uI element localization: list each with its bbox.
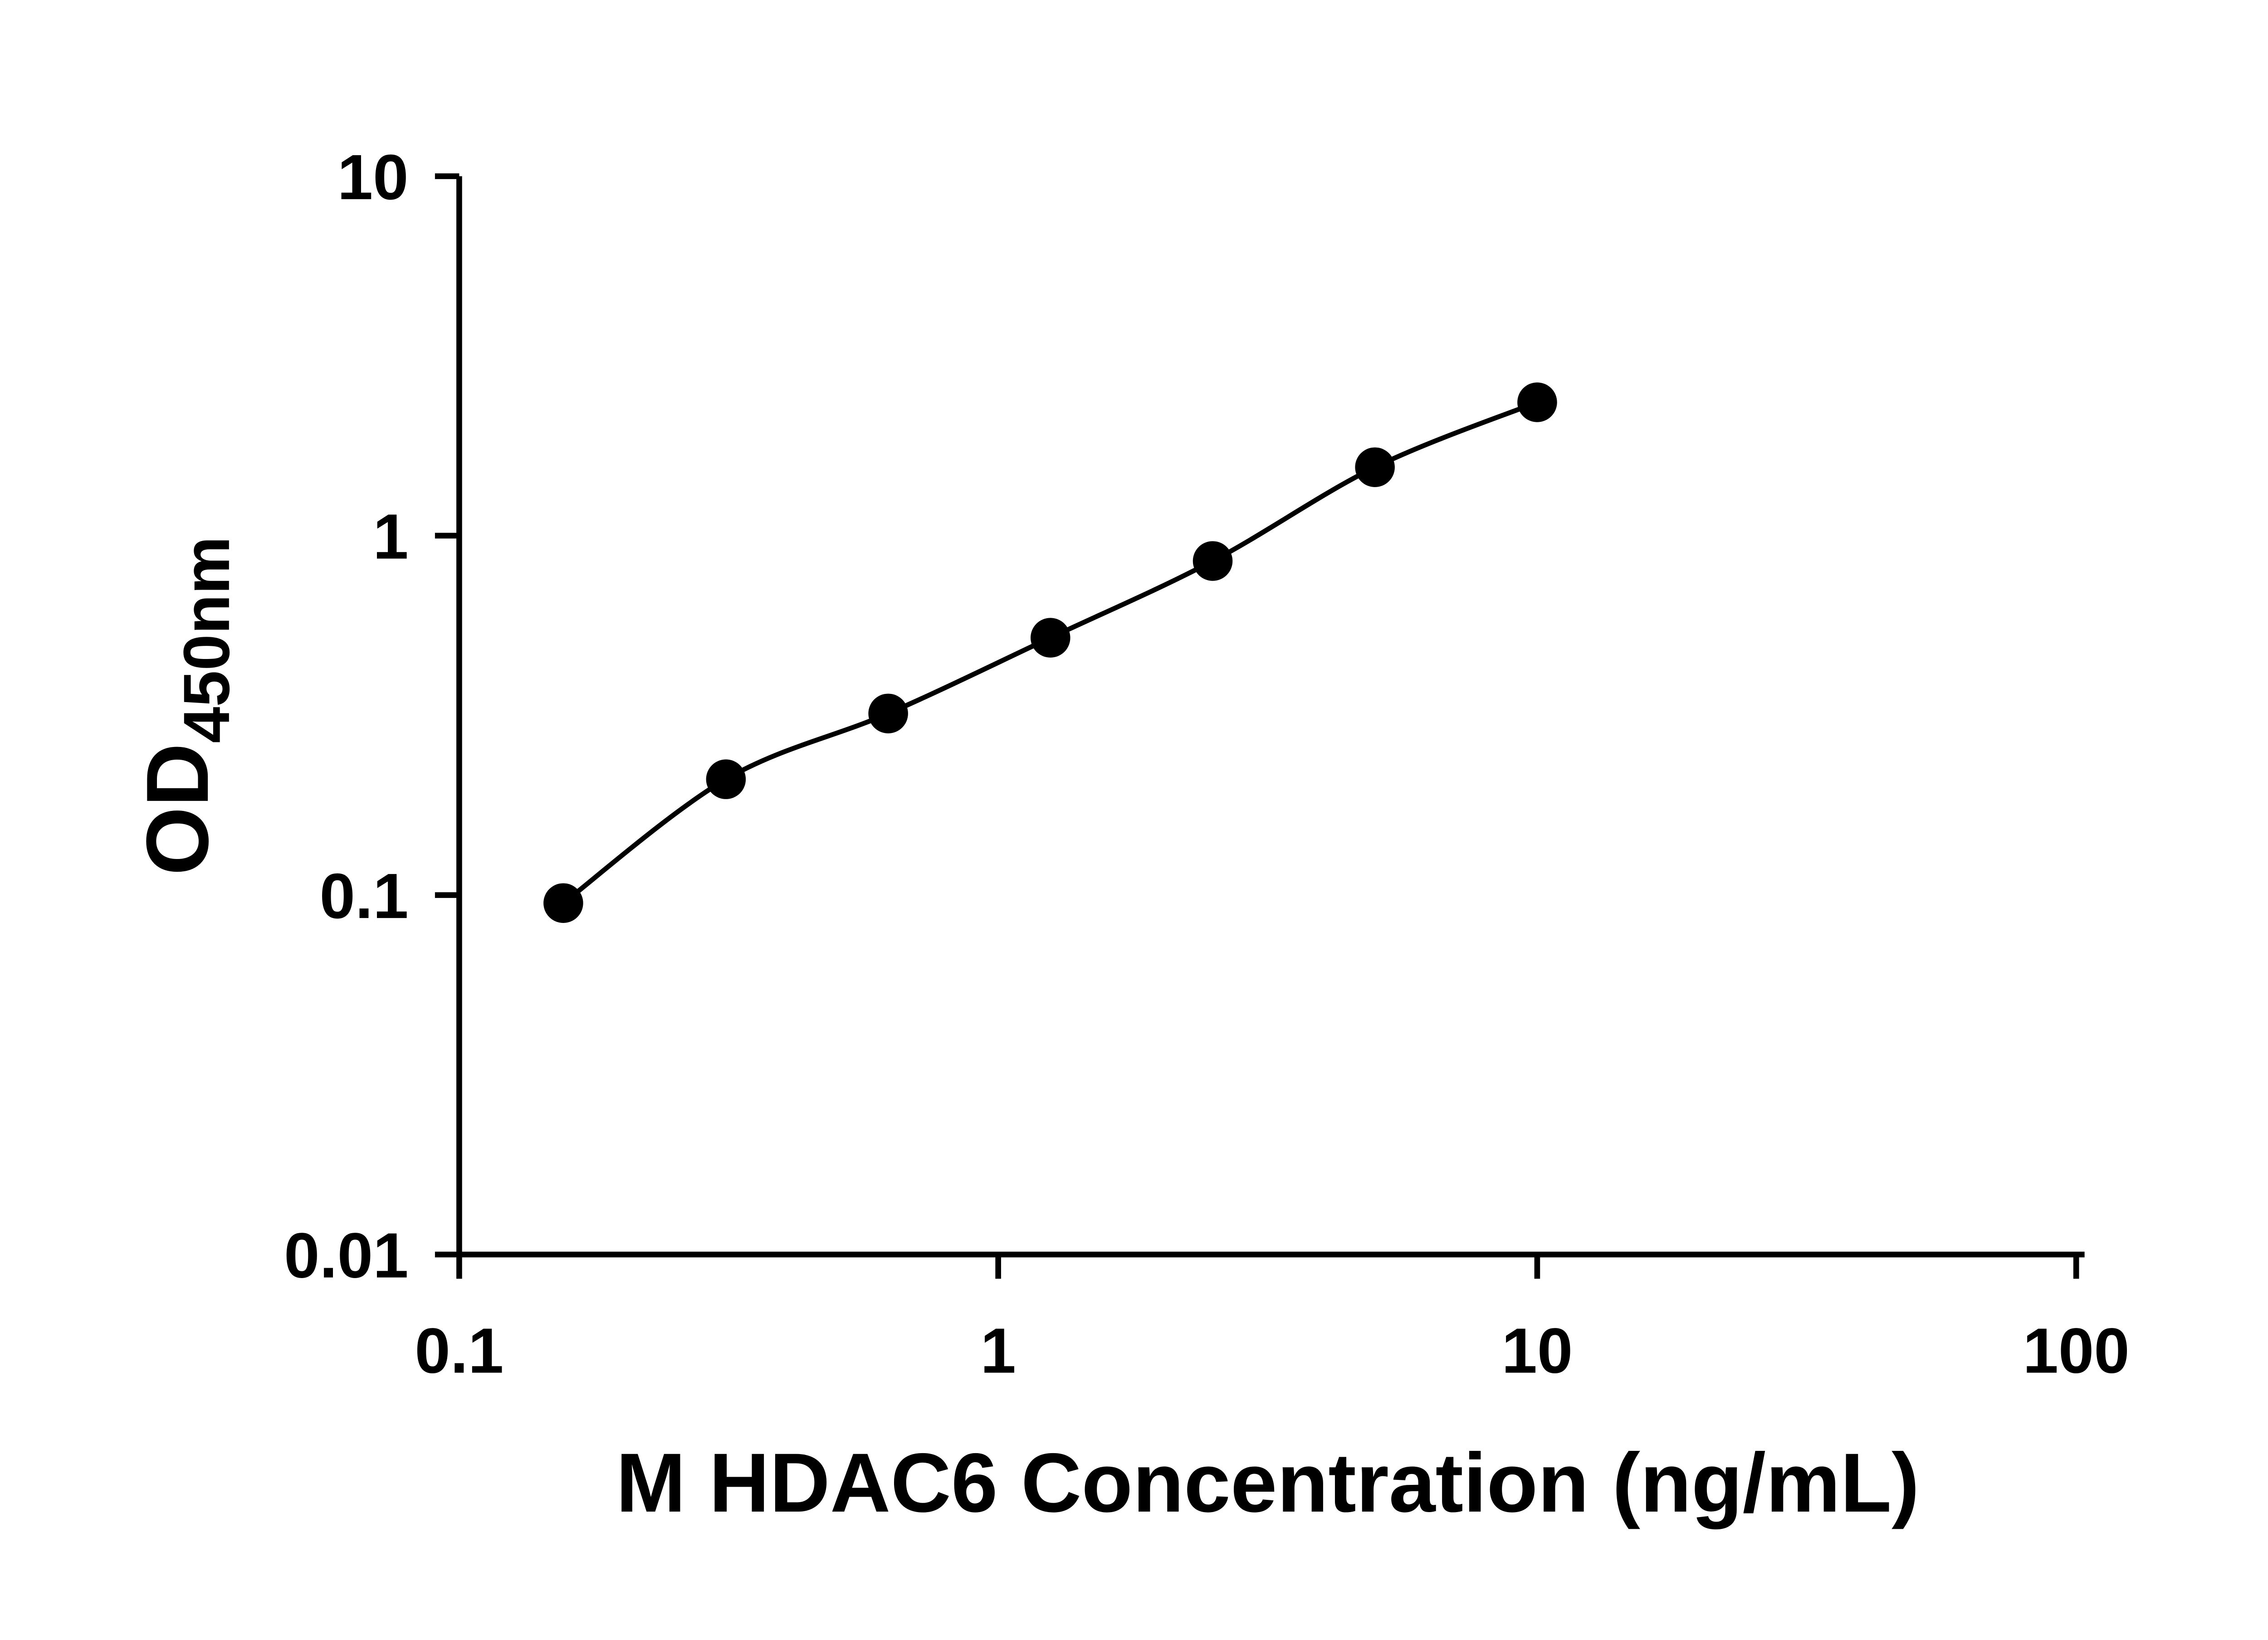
x-tick-label: 1 xyxy=(980,1315,1016,1386)
data-point-4 xyxy=(1031,618,1070,658)
y-axis-title-main: OD xyxy=(128,743,227,876)
y-tick-label: 0.1 xyxy=(320,860,409,932)
data-point-2 xyxy=(706,759,746,799)
data-point-5 xyxy=(1193,541,1233,581)
y-axis-title: OD450nm xyxy=(128,537,243,876)
x-axis-title: M HDAC6 Concentration (ng/mL) xyxy=(616,1436,1920,1530)
data-point-6 xyxy=(1355,447,1395,487)
data-points-layer xyxy=(543,382,1557,923)
data-point-1 xyxy=(543,883,583,923)
y-axis-ticks: 0.01 0.1 1 10 xyxy=(284,141,459,1291)
x-axis-ticks: 0.1 1 10 100 xyxy=(415,1254,2129,1386)
y-axis-title-subscript: 450nm xyxy=(171,537,243,743)
y-tick-label: 0.01 xyxy=(284,1220,408,1291)
y-tick-label: 1 xyxy=(373,501,408,572)
data-point-7 xyxy=(1517,382,1557,422)
y-tick-label: 10 xyxy=(337,141,409,213)
axes-layer xyxy=(456,176,2085,1258)
data-point-3 xyxy=(868,693,908,733)
x-tick-label: 10 xyxy=(1501,1315,1573,1386)
x-tick-label: 0.1 xyxy=(415,1315,503,1386)
x-tick-label: 100 xyxy=(2023,1315,2130,1386)
